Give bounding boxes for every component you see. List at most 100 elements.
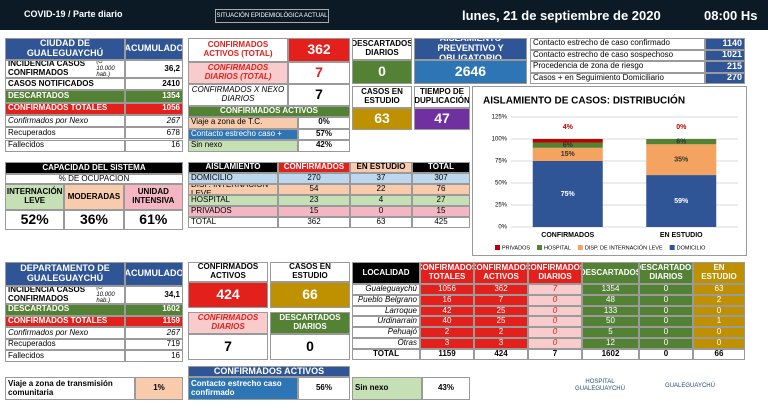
cell-value: 0 [639,348,693,360]
label: DESCARTADOS DIARIOS [352,38,412,60]
cell-value: 0 [528,305,582,317]
y-tick-label: 75% [495,159,508,165]
cell-value: 0 [528,316,582,328]
y-tick-label: 100% [492,137,508,143]
cell-value: 0 [528,338,582,349]
cell-value: 7 [528,284,582,295]
bar-segment [646,175,717,227]
data-label: 35% [674,157,689,164]
cell-value: 0 [639,294,693,306]
value: 47 [414,108,470,130]
legend-label: HOSPITAL [544,245,571,251]
row-value: 42% [298,140,350,152]
bar-segment [532,142,603,148]
cell-value: 2 [420,327,474,338]
column-header: ACUMULADO [125,38,183,60]
y-tick-label: 125% [492,115,508,121]
value: 424 [188,282,268,308]
cell-value: 2 [693,294,745,306]
data-label: 0% [676,124,687,131]
column-header: CONFIRMADOS [278,162,350,173]
cell-value: 270 [278,173,350,184]
legend-swatch [577,245,583,250]
row-label: Sin nexo [352,377,422,400]
bar-segment [646,139,717,145]
cell-value: 25 [474,305,528,317]
cell-value: 27 [412,195,470,206]
column-header: CONFIRMADOS ACTIVOS [474,262,528,284]
row-label: Viaje a zona de T.C. [188,117,298,129]
data-label: 15% [561,151,576,158]
column-header: DESCARTADOS DIARIOS [639,262,693,284]
data-label: 4% [563,124,574,131]
bar-segment [532,147,603,161]
cell-value: 16 [420,294,474,306]
x-tick-label: EN ESTUDIO [660,232,703,239]
logo: HOSPITAL GUALEGUAYCHÚ [575,379,625,392]
row-label: TOTAL [188,217,278,228]
data-label: 6% [563,142,574,149]
column-header: UNIDAD INTENSIVA [123,184,183,210]
chart-title: AISLAMIENTO DE CASOS: DISTRIBUCIÓN [483,94,685,107]
label: CASOS EN ESTUDIO [270,262,350,282]
row-label: INCIDENCIA CASOS CONFIRMADOS (c/ 10.000 h… [5,60,125,78]
row-value: 267 [125,327,183,339]
cell-value: 42 [420,305,474,317]
row-label: Larroque [352,305,420,317]
header-subtitle: SITUACIÓN EPIDEMIOLÓGICA ACTUAL [215,9,329,23]
row-value: 56% [298,377,350,400]
column-header: LOCALIDAD [352,262,420,284]
label: CONFIRMADOS DIARIOS (TOTAL) [188,62,288,84]
row-value: 16 [125,139,183,152]
header-time: 08:00 Hs [704,8,758,23]
column-header: EN ESTUDIO [350,162,412,173]
note: (c/ 10.000 hab.) [96,286,115,304]
row-value: 267 [125,114,183,128]
cell-value: 50 [582,316,639,328]
data-label: 75% [561,191,576,198]
value: 0 [352,60,412,84]
row-value: 1354 [125,90,183,103]
legend-label: DISP. DE INTERNACIÓN LEVE [585,244,663,251]
legend-swatch [495,245,500,250]
row-label: Contacto estrecho caso + [188,128,298,140]
row-value: 1056 [125,102,183,115]
cell-value: 23 [278,195,350,206]
cell-value: 54 [278,184,350,195]
cell-value: 425 [412,217,470,228]
cell-value: 0 [350,206,412,217]
row-label: Contacto estrecho de caso sospechoso [530,49,705,61]
cell-value: 0 [639,327,693,338]
bar-segment [646,144,717,176]
chart: AISLAMIENTO DE CASOS: DISTRIBUCIÓN 0% 25% 5… [472,86,747,256]
column-header: CONFIRMADOS TOTALES [420,262,474,284]
table-title: CAPACIDAD DEL SISTEMA [5,162,183,174]
row-value: 1021 [705,49,745,61]
legend-label: DOMICILIO [677,245,706,251]
row-label: DISP. INTERNACIÓN LEVE [188,184,278,195]
section-title: CONFIRMADOS ACTIVOS [188,366,350,377]
cell-value: 133 [582,305,639,317]
row-label: Pehuajó [352,327,420,338]
column-header: EN ESTUDIO [693,262,745,284]
row-label: Confirmados por Nexo [5,327,125,339]
cell-value: 0 [693,338,745,349]
x-tick-label: CONFIRMADOS [541,232,594,239]
y-tick-label: 25% [495,203,508,209]
cell-value: 0 [528,327,582,338]
cell-value: 3 [420,338,474,349]
row-value: 43% [422,377,470,400]
cell-value: 15 [278,206,350,217]
row-label: DESCARTADOS [5,304,125,316]
header-date: lunes, 21 de septiembre de 2020 [462,8,661,23]
row-label: Otras [352,338,420,349]
y-tick-label: 0% [498,225,507,231]
row-label: Casos + en Seguimiento Domiciliario [530,72,705,84]
value: 7 [288,62,350,84]
bar-segment [532,139,603,143]
cell-value: 424 [474,348,528,360]
y-tick-label: 50% [495,181,508,187]
cell-value: 0 [639,284,693,295]
label: CASOS EN ESTUDIO [352,86,412,108]
cell-value: 40 [420,316,474,328]
